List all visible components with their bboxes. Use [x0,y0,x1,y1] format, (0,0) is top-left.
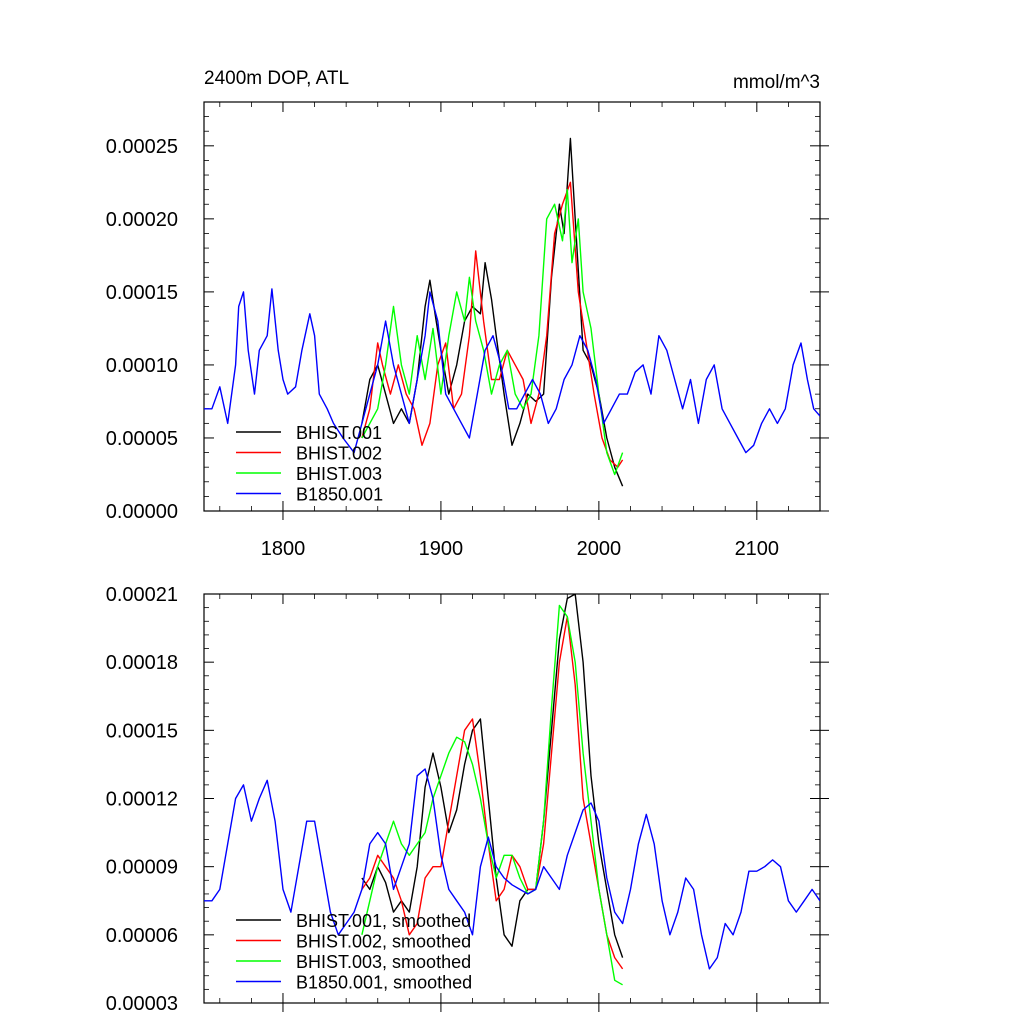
series-line-1 [361,137,624,487]
legend-label: BHIST.002 [296,444,382,464]
x-tick-label: 2100 [735,538,780,560]
x-tick-label: 2000 [577,538,622,560]
series-line-3 [361,604,623,986]
y-tick-label: 0.00015 [106,720,178,742]
chart-title: 2400m DOP, ATL [204,68,349,89]
units-label: mmol/m^3 [733,72,820,93]
y-tick-label: 0.00018 [106,652,178,674]
legend-label: B1850.001, smoothed [296,973,472,993]
y-tick-label: 0.00005 [106,428,178,450]
series-group [204,137,820,487]
series-line-2 [361,181,624,468]
y-tick-label: 0.00020 [106,209,178,231]
series-group [204,594,820,986]
y-tick-label: 0.00009 [106,857,178,879]
y-tick-label: 0.00006 [106,925,178,947]
top-panel: 2400m DOP, ATL mmol/m^3 1800 1900 2000 2100… [106,68,829,560]
series-line-3 [361,188,624,476]
series-line-4 [204,288,820,454]
legend-label: B1850.001 [296,485,383,505]
y-tick-label: 0.00000 [106,501,178,523]
y-tick-label: 0.00015 [106,282,178,304]
series-line-1 [361,594,624,958]
legend-label: BHIST.001 [296,423,382,443]
series-line-4 [204,768,820,970]
x-tick-label: 1800 [261,538,306,560]
legend-label: BHIST.003 [296,464,382,484]
legend-label: BHIST.003, smoothed [296,952,471,972]
bottom-panel: 0.00003 0.00006 0.00009 0.00012 0.00015 0.000… [106,584,829,1015]
series-line-2 [361,616,624,970]
y-tick-label: 0.00025 [106,136,178,158]
y-tick-label: 0.00021 [106,584,178,606]
legend-label: BHIST.001, smoothed [296,911,471,931]
legend-label: BHIST.002, smoothed [296,932,471,952]
y-tick-label: 0.00003 [106,993,178,1015]
y-tick-label: 0.00012 [106,789,178,811]
y-tick-label: 0.00010 [106,355,178,377]
x-tick-label: 1900 [419,538,464,560]
